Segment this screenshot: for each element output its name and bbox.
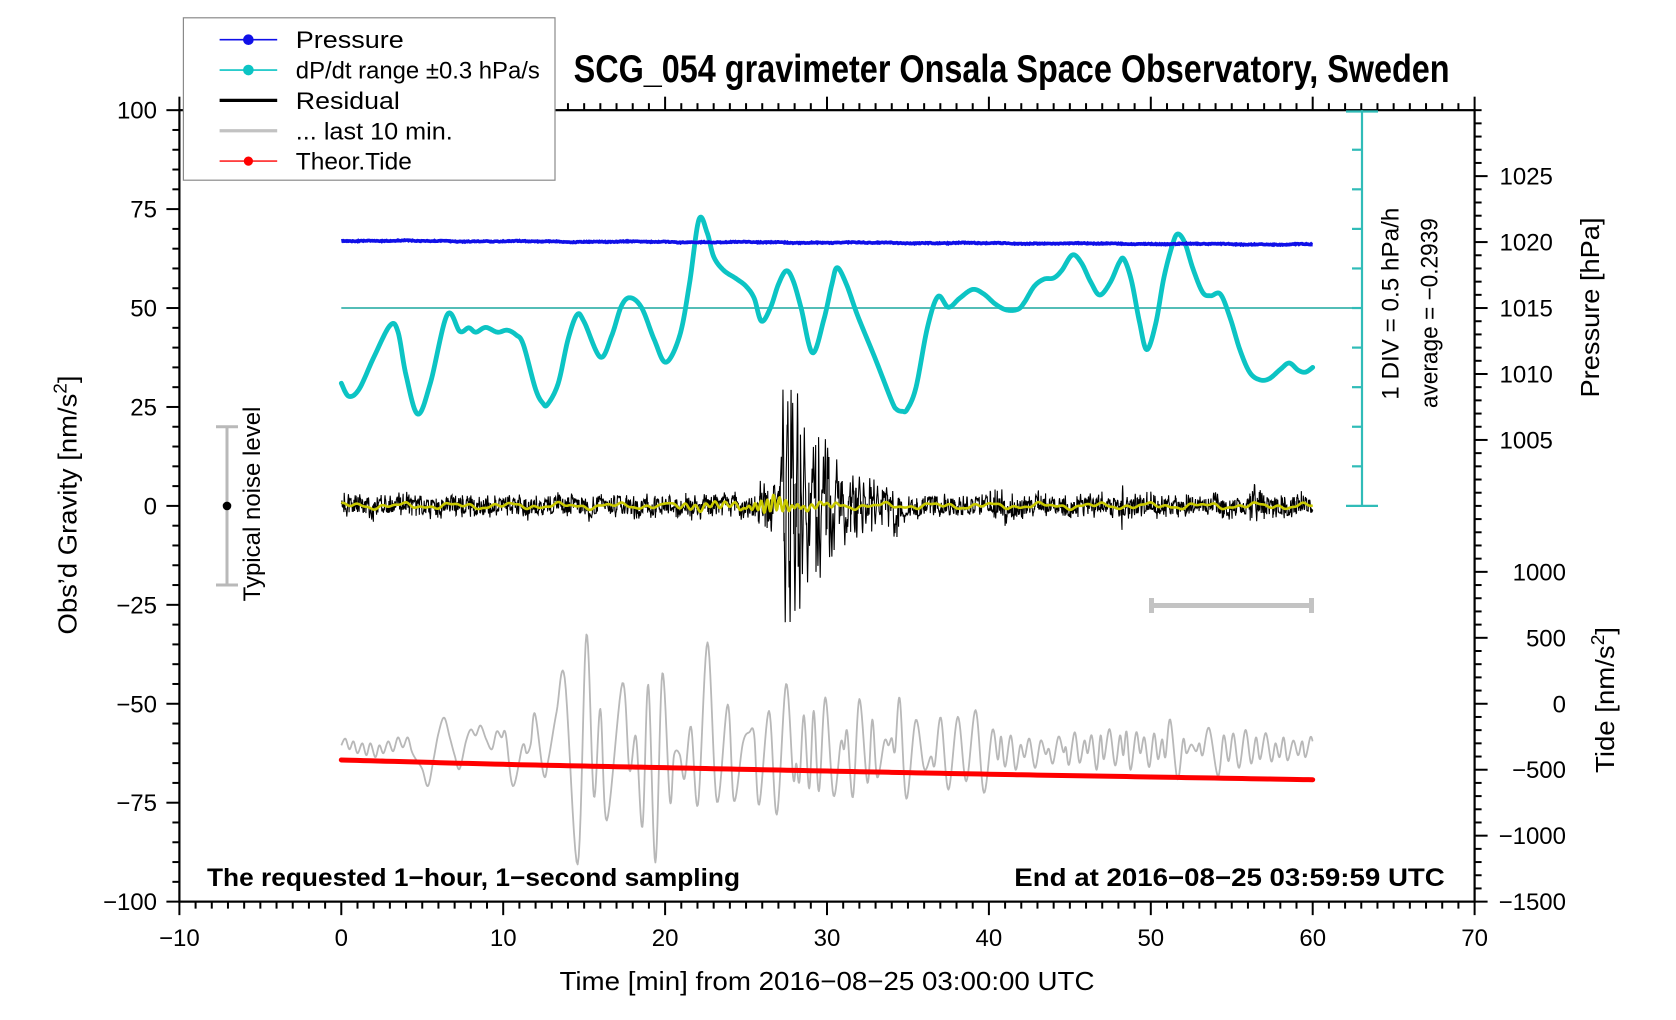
svg-text:0: 0	[144, 493, 157, 520]
svg-text:1025: 1025	[1500, 164, 1553, 191]
svg-text:500: 500	[1526, 625, 1566, 652]
svg-text:Obs’d Gravity [nm/s2]: Obs’d Gravity [nm/s2]	[50, 375, 82, 634]
svg-text:50: 50	[130, 296, 157, 323]
svg-text:−50: −50	[116, 691, 157, 718]
svg-text:100: 100	[117, 98, 157, 125]
svg-text:1020: 1020	[1500, 230, 1553, 257]
svg-text:60: 60	[1299, 925, 1326, 952]
svg-text:1 DIV = 0.5 hPa/h: 1 DIV = 0.5 hPa/h	[1378, 208, 1405, 400]
svg-text:−1500: −1500	[1499, 889, 1566, 916]
svg-text:70: 70	[1461, 925, 1488, 952]
svg-text:Theor.Tide: Theor.Tide	[296, 149, 412, 176]
svg-text:1000: 1000	[1513, 559, 1566, 586]
svg-text:−1000: −1000	[1499, 823, 1566, 850]
svg-text:30: 30	[814, 925, 841, 952]
svg-text:Residual: Residual	[296, 88, 400, 115]
svg-text:10: 10	[490, 925, 517, 952]
svg-text:40: 40	[976, 925, 1003, 952]
svg-text:−100: −100	[103, 889, 157, 916]
svg-text:... last 10 min.: ... last 10 min.	[296, 118, 453, 145]
svg-text:50: 50	[1137, 925, 1164, 952]
svg-text:dP/dt range ±0.3 hPa/s: dP/dt range ±0.3 hPa/s	[296, 58, 540, 85]
svg-text:0: 0	[1553, 691, 1566, 718]
svg-text:SCG_054 gravimeter Onsala Spac: SCG_054 gravimeter Onsala Space Observat…	[574, 48, 1450, 91]
svg-text:Time [min] from 2016−08−25 03:: Time [min] from 2016−08−25 03:00:00 UTC	[560, 966, 1095, 996]
svg-text:−10: −10	[159, 925, 200, 952]
svg-text:−75: −75	[116, 790, 157, 817]
svg-text:25: 25	[130, 394, 157, 421]
svg-text:Pressure [hPa]: Pressure [hPa]	[1575, 218, 1605, 398]
svg-text:Pressure: Pressure	[296, 27, 404, 54]
svg-text:0: 0	[335, 925, 348, 952]
svg-text:1015: 1015	[1500, 296, 1553, 323]
svg-text:Tide [nm/s2]: Tide [nm/s2]	[1588, 627, 1620, 773]
svg-text:Typical noise level: Typical noise level	[239, 407, 266, 602]
svg-text:1005: 1005	[1500, 427, 1553, 454]
svg-text:−500: −500	[1512, 757, 1566, 784]
svg-text:1010: 1010	[1500, 361, 1553, 388]
svg-text:−25: −25	[116, 592, 157, 619]
svg-text:average = −0.2939: average = −0.2939	[1417, 218, 1444, 408]
svg-text:End at 2016−08−25 03:59:59 UTC: End at 2016−08−25 03:59:59 UTC	[1014, 864, 1444, 892]
svg-text:20: 20	[652, 925, 679, 952]
svg-text:75: 75	[130, 197, 157, 224]
svg-text:The requested 1−hour, 1−second: The requested 1−hour, 1−second sampling	[207, 864, 740, 892]
